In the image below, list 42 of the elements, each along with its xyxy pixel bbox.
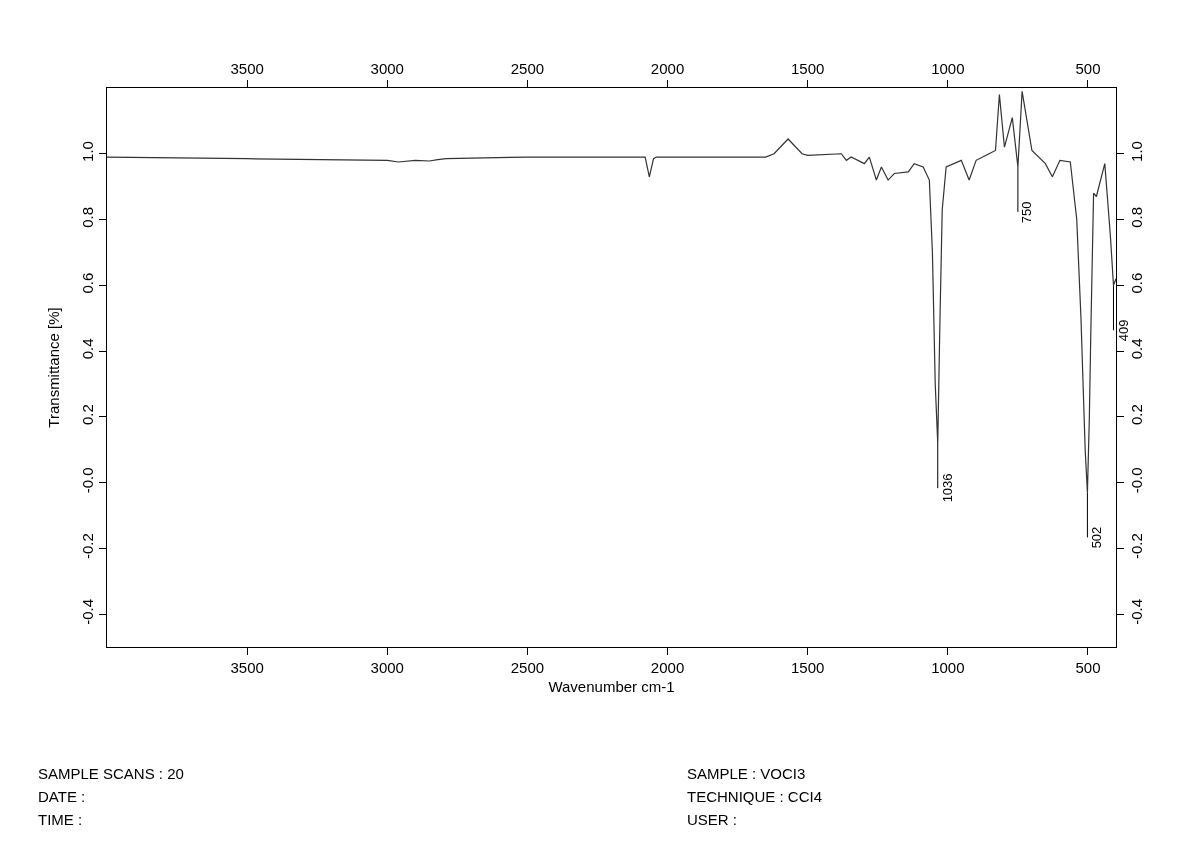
y-tick-label: 0.4: [79, 338, 96, 360]
y-tick-label: -0.2: [79, 533, 96, 560]
x2-tick-label: 2000: [650, 659, 685, 676]
x-axis-title: Wavenumber cm-1: [548, 678, 675, 695]
y2-tick-label: 0.4: [1128, 338, 1145, 360]
y2-tick-label: 0.6: [1128, 272, 1145, 294]
x2-tick-label: 2500: [510, 659, 545, 676]
y-tick-label: 0.8: [79, 206, 96, 228]
text: TIME :: [38, 811, 83, 828]
x-tick-label: 2500: [510, 60, 545, 77]
x2-tick-label: 500: [1075, 659, 1101, 676]
y2-tick-label: -0.2: [1128, 533, 1145, 560]
text: TECHNIQUE : CCI4: [687, 788, 823, 805]
x-tick-label: 3000: [370, 60, 404, 77]
text: SAMPLE SCANS : 20: [38, 765, 184, 782]
text: SAMPLE : VOCI3: [687, 765, 806, 782]
x-tick-label: 1500: [791, 60, 825, 77]
y-tick-label: 1.0: [79, 141, 96, 162]
y2-tick-label: 0.8: [1128, 206, 1145, 228]
y-tick-label: -0.4: [79, 598, 96, 625]
x-tick-label: 1000: [931, 60, 965, 77]
text: DATE :: [38, 788, 86, 805]
y2-tick-label: 0.2: [1128, 404, 1145, 425]
x-tick-label: 2000: [650, 60, 685, 77]
y-tick-label: 0.2: [79, 404, 96, 425]
annotation: 502: [1089, 526, 1105, 549]
x2-tick-label: 1500: [791, 659, 825, 676]
y-tick-label: -0.0: [79, 467, 96, 494]
y2-tick-label: 1.0: [1128, 141, 1145, 162]
x2-tick-label: 1000: [931, 659, 965, 676]
y-tick-label: 0.6: [79, 272, 96, 294]
text: USER :: [687, 811, 738, 828]
x2-tick-label: 3000: [370, 659, 404, 676]
y2-tick-label: -0.4: [1128, 598, 1145, 625]
annotation: 409: [1115, 319, 1131, 342]
x-tick-label: 500: [1075, 60, 1101, 77]
annotation: 1036: [940, 473, 956, 503]
x2-tick-label: 3500: [230, 659, 264, 676]
y-axis-title: Transmittance [%]: [45, 307, 63, 428]
annotation: 750: [1019, 201, 1035, 224]
x-tick-label: 3500: [230, 60, 264, 77]
y2-tick-label: -0.0: [1128, 467, 1145, 494]
